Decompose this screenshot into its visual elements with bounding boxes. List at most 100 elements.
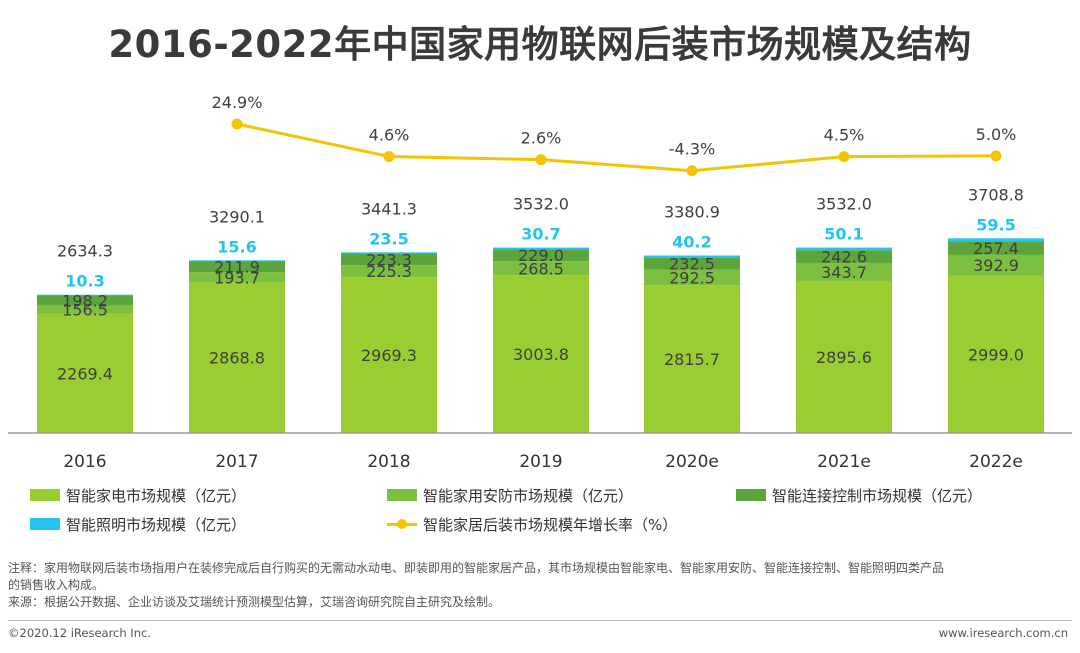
growth-label: 24.9% bbox=[212, 93, 263, 112]
bar-segment-security bbox=[644, 269, 740, 286]
data-label-appliance: 2969.3 bbox=[361, 346, 417, 365]
bar-segment-control bbox=[796, 250, 892, 263]
bar-segment-appliance bbox=[948, 275, 1044, 433]
growth-label: 2.6% bbox=[521, 129, 562, 148]
bar-segment-control bbox=[341, 253, 437, 266]
legend-item-appliance: 智能家电市场规模（亿元） bbox=[30, 484, 246, 506]
bar-segment-lighting bbox=[493, 247, 589, 250]
growth-point bbox=[686, 165, 698, 177]
data-label-control: 211.9 bbox=[214, 258, 260, 277]
legend-label-lighting: 智能照明市场规模（亿元） bbox=[66, 515, 247, 534]
data-label-control: 257.4 bbox=[973, 239, 1019, 258]
bar-segment-appliance bbox=[644, 285, 740, 433]
data-label-control: 198.2 bbox=[62, 291, 108, 310]
bar-segment-security bbox=[948, 254, 1044, 276]
data-label-security: 292.5 bbox=[669, 268, 715, 287]
data-label-lighting: 23.5 bbox=[369, 229, 408, 248]
growth-point bbox=[535, 154, 547, 166]
bar-segment-security bbox=[796, 262, 892, 281]
growth-line bbox=[236, 122, 997, 173]
data-label-total: 3532.0 bbox=[816, 195, 872, 214]
growth-point bbox=[231, 118, 243, 130]
x-tick-label: 2017 bbox=[215, 452, 258, 472]
bar-segment-lighting bbox=[948, 238, 1044, 242]
bar-segment-control bbox=[948, 241, 1044, 255]
x-tick-label: 2018 bbox=[367, 452, 410, 472]
data-label-appliance: 2999.0 bbox=[968, 345, 1024, 364]
data-label-security: 193.7 bbox=[214, 268, 260, 287]
legend-item-control: 智能连接控制市场规模（亿元） bbox=[736, 484, 982, 506]
bar-segment-security bbox=[341, 265, 437, 278]
x-tick-label: 2020e bbox=[665, 452, 719, 472]
data-label-appliance: 2868.8 bbox=[209, 349, 265, 368]
bar-segment-lighting bbox=[37, 294, 133, 296]
source-line: 来源：根据公开数据、企业访谈及艾瑞统计预测模型估算，艾瑞咨询研究院自主研究及绘制… bbox=[8, 595, 501, 609]
data-label-control: 242.6 bbox=[821, 248, 867, 267]
x-tick-label: 2021e bbox=[817, 452, 871, 472]
note-line-2: 的销售收入构成。 bbox=[8, 578, 105, 592]
data-label-security: 392.9 bbox=[973, 256, 1019, 275]
data-label-security: 225.3 bbox=[366, 262, 412, 281]
bar-segment-appliance bbox=[37, 313, 133, 433]
growth-label: 4.5% bbox=[824, 126, 865, 145]
data-label-control: 232.5 bbox=[669, 255, 715, 274]
data-label-security: 343.7 bbox=[821, 263, 867, 282]
data-label-lighting: 15.6 bbox=[217, 237, 256, 256]
data-label-total: 3441.3 bbox=[361, 199, 417, 218]
data-label-security: 156.5 bbox=[62, 301, 108, 320]
legend-item-growth: 智能家居后装市场规模年增长率（%） bbox=[387, 513, 677, 535]
data-label-lighting: 50.1 bbox=[824, 225, 863, 244]
bar-segment-control bbox=[644, 257, 740, 270]
bar-segment-security bbox=[493, 261, 589, 276]
data-label-appliance: 3003.8 bbox=[513, 345, 569, 364]
growth-label: -4.3% bbox=[669, 140, 715, 159]
data-label-control: 229.0 bbox=[518, 246, 564, 265]
footnotes: 注释：家用物联网后装市场指用户在装修完成后自行购买的无需动水动电、即装即用的智能… bbox=[8, 560, 1072, 611]
bar-segment-lighting bbox=[796, 247, 892, 251]
bar-segment-control bbox=[189, 261, 285, 273]
data-label-appliance: 2895.6 bbox=[816, 348, 872, 367]
data-label-security: 268.5 bbox=[518, 259, 564, 278]
bar-segment-appliance bbox=[796, 280, 892, 433]
bar-segment-control bbox=[493, 249, 589, 262]
data-label-control: 223.3 bbox=[366, 250, 412, 269]
data-label-lighting: 40.2 bbox=[672, 233, 711, 252]
growth-point bbox=[383, 150, 395, 162]
x-tick-label: 2016 bbox=[63, 452, 106, 472]
website-link[interactable]: www.iresearch.com.cn bbox=[938, 626, 1068, 640]
bar-segment-appliance bbox=[493, 275, 589, 433]
legend-swatch-control bbox=[736, 489, 766, 501]
legend-swatch-lighting bbox=[30, 518, 60, 530]
growth-point bbox=[990, 150, 1002, 162]
bar-segment-appliance bbox=[189, 282, 285, 433]
data-label-total: 3290.1 bbox=[209, 207, 265, 226]
legend-item-security: 智能家用安防市场规模（亿元） bbox=[387, 484, 633, 506]
bar-segment-appliance bbox=[341, 277, 437, 433]
legend-swatch-security bbox=[387, 489, 417, 501]
bar-segment-security bbox=[37, 305, 133, 314]
chart-title: 2016-2022年中国家用物联网后装市场规模及结构 bbox=[108, 23, 972, 66]
legend-label-appliance: 智能家电市场规模（亿元） bbox=[66, 486, 247, 505]
growth-label: 5.0% bbox=[976, 125, 1017, 144]
data-label-appliance: 2815.7 bbox=[664, 350, 720, 369]
bar-segment-lighting bbox=[189, 260, 285, 262]
x-tick-label: 2022e bbox=[969, 452, 1023, 472]
growth-point bbox=[838, 151, 850, 163]
data-label-appliance: 2269.4 bbox=[57, 364, 113, 383]
data-label-lighting: 59.5 bbox=[976, 215, 1015, 234]
legend-label-growth: 智能家居后装市场规模年增长率（%） bbox=[423, 515, 678, 534]
x-tick-label: 2019 bbox=[519, 452, 562, 472]
data-label-lighting: 10.3 bbox=[65, 272, 104, 291]
data-label-total: 3532.0 bbox=[513, 195, 569, 214]
legend-label-control: 智能连接控制市场规模（亿元） bbox=[772, 486, 983, 505]
bar-segment-lighting bbox=[644, 255, 740, 258]
footer-divider bbox=[8, 620, 1072, 621]
data-label-lighting: 30.7 bbox=[521, 225, 560, 244]
bar-segment-security bbox=[189, 272, 285, 283]
legend-item-lighting: 智能照明市场规模（亿元） bbox=[30, 513, 246, 535]
note-line-1: 注释：家用物联网后装市场指用户在装修完成后自行购买的无需动水动电、即装即用的智能… bbox=[8, 561, 945, 575]
data-label-total: 3708.8 bbox=[968, 185, 1024, 204]
legend-swatch-appliance bbox=[30, 489, 60, 501]
legend-label-security: 智能家用安防市场规模（亿元） bbox=[423, 486, 634, 505]
